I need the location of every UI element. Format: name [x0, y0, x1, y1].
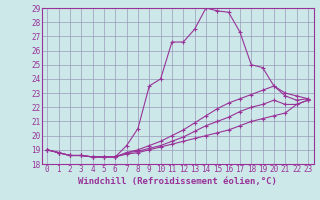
X-axis label: Windchill (Refroidissement éolien,°C): Windchill (Refroidissement éolien,°C)	[78, 177, 277, 186]
